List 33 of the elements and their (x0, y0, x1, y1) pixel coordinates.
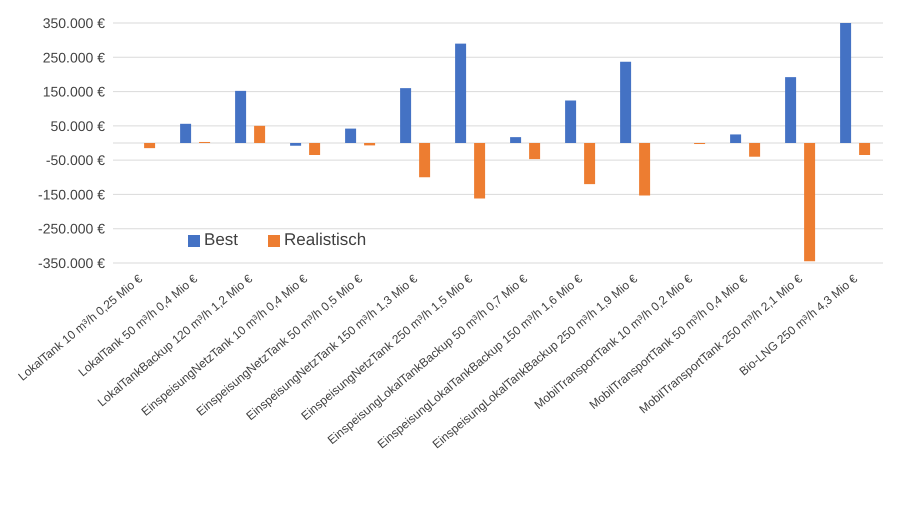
y-tick-label: -350.000 € (38, 254, 106, 271)
bar (400, 88, 412, 143)
bar (529, 143, 540, 160)
bar (620, 62, 632, 143)
bar (455, 44, 466, 143)
bar (419, 143, 430, 178)
bar (840, 23, 852, 143)
bar (290, 143, 302, 146)
bar (749, 143, 760, 157)
bar (180, 124, 192, 143)
bar (730, 134, 742, 143)
bar (144, 143, 156, 148)
y-tick-label: -150.000 € (38, 186, 106, 202)
legend-label: Best (204, 230, 238, 249)
bar (254, 126, 266, 143)
y-tick-label: 50.000 € (50, 118, 106, 134)
bar (804, 143, 816, 262)
bar (235, 90, 246, 143)
bar (345, 128, 356, 143)
bar (584, 143, 596, 184)
y-tick-label: -50.000 € (46, 152, 106, 168)
legend-label: Realistisch (284, 230, 366, 249)
bar (474, 143, 486, 199)
bar (565, 100, 576, 143)
y-tick-label: 350.000 € (42, 14, 106, 31)
y-tick-label: -250.000 € (38, 220, 106, 237)
bar (859, 143, 870, 155)
bar (639, 143, 650, 196)
y-tick-label: 250.000 € (42, 49, 106, 66)
bar (510, 137, 522, 143)
y-tick-label: 150.000 € (42, 84, 106, 100)
bar (785, 77, 796, 143)
bar (309, 143, 320, 155)
